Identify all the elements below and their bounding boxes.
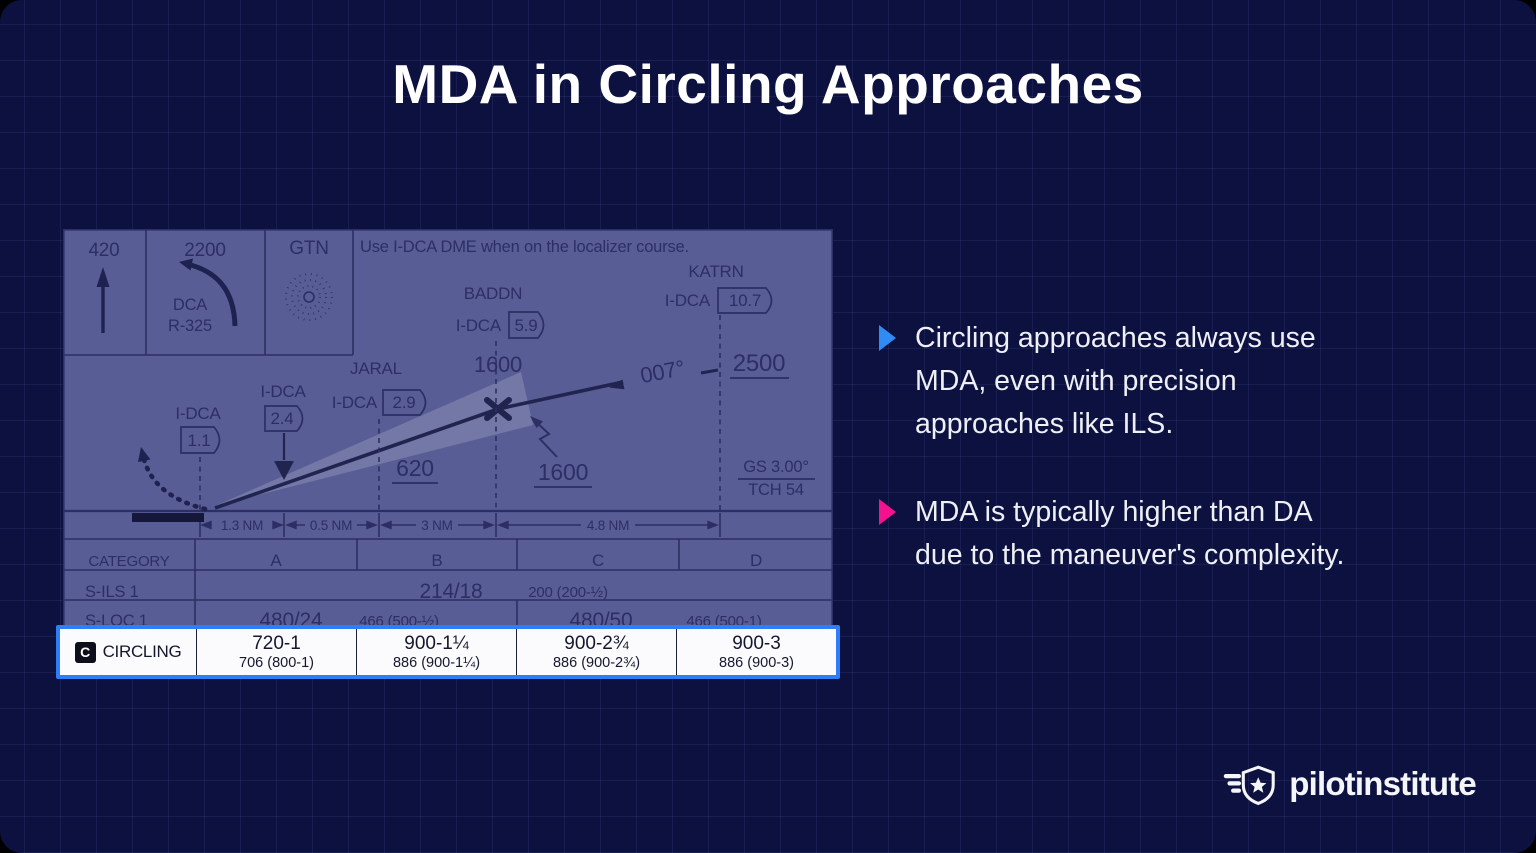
fix-11-dme: 1.1	[187, 431, 210, 450]
brand-logo: pilotinstitute	[1222, 762, 1477, 806]
glideslope-wedge	[215, 372, 533, 506]
altitude-underlines	[392, 377, 815, 488]
bullet-item-1: Circling approaches always use MDA, even…	[879, 317, 1459, 446]
dme-fix-boxes	[180, 287, 773, 454]
circling-cell-d: 900-3 886 (900-3)	[676, 629, 836, 675]
radial-label: R-325	[168, 317, 212, 335]
fix-baddn-nav: I-DCA	[456, 316, 502, 335]
distance-2: 0.5 NM	[310, 518, 352, 533]
altitude-1600-min: 1600	[538, 459, 588, 485]
fix-jaral-name: JARAL	[350, 359, 402, 378]
missed-turn-arrow-icon	[179, 258, 238, 327]
approach-chart-drawing: Use I-DCA DME when on the localizer cour…	[63, 229, 833, 676]
fix-katrn-dme: 10.7	[729, 291, 761, 310]
distance-1: 1.3 NM	[221, 518, 263, 533]
bullet-1-line-1: Circling approaches always use	[915, 322, 1316, 354]
fix-jaral-nav: I-DCA	[332, 393, 378, 412]
approach-chart: Use I-DCA DME when on the localizer cour…	[56, 229, 840, 679]
circling-cell-c: 900-2¾ 886 (900-2¾)	[516, 629, 676, 675]
altitude-2500: 2500	[733, 350, 786, 377]
brand-wordmark: pilotinstitute	[1289, 765, 1477, 802]
table-header-d: D	[750, 551, 762, 570]
circling-b-main: 900-1¼	[404, 632, 469, 654]
missed-approach-arrow-icon	[138, 447, 208, 512]
gps-waypoint-symbol-icon	[285, 273, 333, 321]
page-title: MDA in Circling Approaches	[392, 53, 1144, 115]
altitude-620: 620	[396, 455, 434, 481]
circling-c-sub: 886 (900-2¾)	[552, 654, 641, 671]
missed-alt-label: 2200	[184, 240, 225, 261]
circling-badge-icon: C	[74, 641, 96, 663]
facility-label: DCA	[173, 296, 207, 314]
fix-11-nav: I-DCA	[175, 404, 221, 423]
distance-3: 3 NM	[421, 518, 452, 533]
chart-note: Use I-DCA DME when on the localizer cour…	[360, 238, 689, 256]
distance-4: 4.8 NM	[587, 518, 629, 533]
bullet-text-2: MDA is typically higher than DA due to t…	[915, 491, 1344, 577]
flight-path-line	[214, 368, 719, 510]
circling-cell-a: 720-1 706 (800-1)	[196, 629, 356, 675]
triangle-bullet-icon-blue	[879, 325, 896, 351]
bullet-1-line-3: approaches like ILS.	[915, 408, 1174, 440]
bullet-2-line-2: due to the maneuver's complexity.	[915, 539, 1345, 571]
faf-marker-icon	[274, 433, 294, 480]
s-ils-sub: 200 (200-½)	[528, 584, 608, 601]
circling-b-sub: 886 (900-1¼)	[392, 654, 481, 671]
circling-minimums-row: C CIRCLING 720-1 706 (800-1) 900-1¼ 886 …	[56, 625, 840, 679]
bullet-1-line-2: MDA, even with precision	[915, 365, 1237, 397]
circling-c-main: 900-2¾	[564, 632, 629, 654]
fix-baddn-name: BADDN	[464, 284, 523, 303]
s-ils-label: S-ILS 1	[85, 583, 139, 601]
min-alt-label: 420	[88, 240, 119, 261]
circling-d-sub: 886 (900-3)	[719, 654, 794, 671]
table-header-a: A	[270, 551, 282, 570]
glideslope-intercept-x-icon	[484, 397, 512, 421]
s-ils-main: 214/18	[419, 580, 482, 603]
altitude-pointer-arrow-icon	[530, 416, 558, 458]
circling-a-main: 720-1	[252, 632, 301, 654]
triangle-bullet-icon-pink	[879, 499, 896, 525]
bullet-list: Circling approaches always use MDA, even…	[879, 317, 1459, 622]
table-header-b: B	[431, 551, 442, 570]
intercept-altitude: 1600	[474, 352, 522, 377]
fix-baddn-dme: 5.9	[514, 316, 537, 335]
distance-arrows	[200, 520, 719, 530]
course-label: 007°	[638, 355, 687, 388]
circling-cell-b: 900-1¼ 886 (900-1¼)	[356, 629, 516, 675]
fix-jaral-dme: 2.9	[392, 393, 415, 412]
table-header-c: C	[592, 551, 604, 570]
bullet-text-1: Circling approaches always use MDA, even…	[915, 317, 1316, 446]
circling-label: CIRCLING	[102, 642, 182, 661]
fix-faf-dme: 2.4	[270, 409, 293, 428]
runway-symbol	[132, 513, 204, 522]
fix-faf-nav: I-DCA	[260, 382, 306, 401]
circling-d-main: 900-3	[732, 632, 781, 654]
tch-label: TCH 54	[748, 481, 804, 499]
bullet-2-line-1: MDA is typically higher than DA	[915, 496, 1313, 528]
gs-angle-label: GS 3.00°	[743, 458, 809, 476]
fix-katrn-nav: I-DCA	[665, 291, 711, 310]
circling-a-sub: 706 (800-1)	[239, 654, 314, 671]
gps-label: GTN	[289, 238, 329, 259]
course-arrowhead-icon	[609, 379, 625, 390]
pilot-institute-shield-icon	[1224, 765, 1275, 806]
fix-katrn-name: KATRN	[688, 262, 743, 281]
climb-arrow-icon	[96, 267, 110, 333]
bullet-item-2: MDA is typically higher than DA due to t…	[879, 491, 1459, 577]
circling-label-cell: C CIRCLING	[60, 629, 196, 675]
table-header-category: CATEGORY	[88, 553, 169, 570]
fix-reference-lines	[199, 315, 721, 510]
